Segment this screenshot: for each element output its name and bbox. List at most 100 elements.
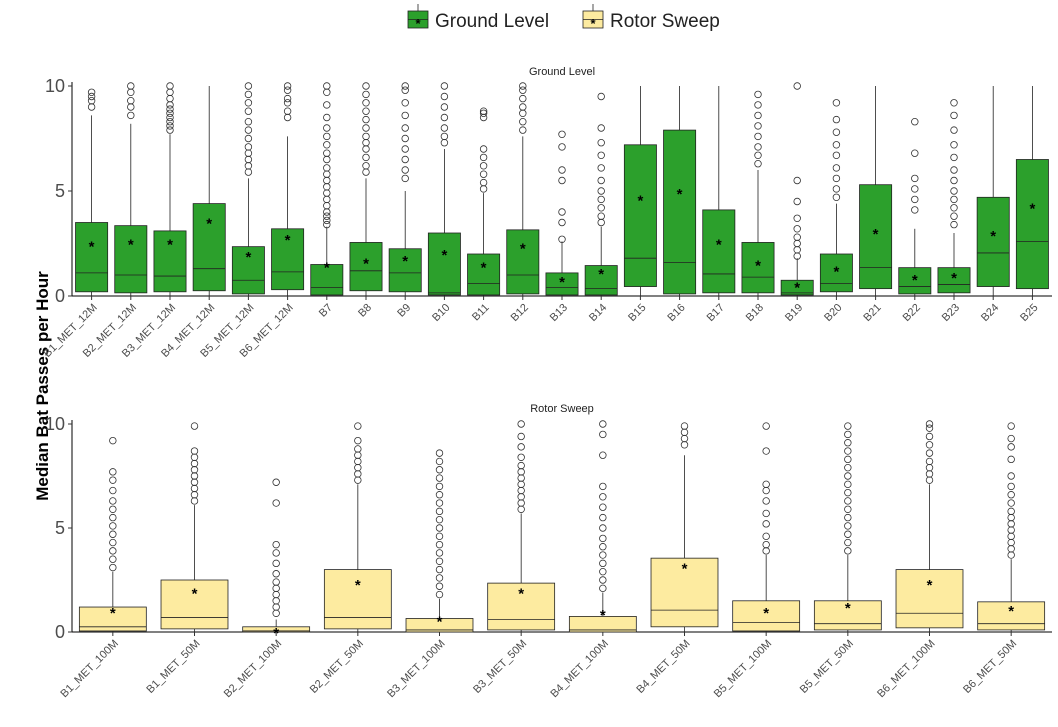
x-tick-label: B10 xyxy=(430,302,452,324)
box-iqr xyxy=(732,600,801,632)
outlier-point xyxy=(244,168,253,176)
outlier-point xyxy=(762,532,770,541)
mean-marker: * xyxy=(833,264,839,281)
outlier-point xyxy=(323,82,331,90)
legend-item-ground-level: * Ground Level xyxy=(407,4,549,32)
outlier-point xyxy=(272,603,280,611)
outlier-point xyxy=(127,111,135,120)
outlier-point xyxy=(109,555,117,563)
box-b2-met-100m: * xyxy=(242,478,311,642)
outlier-point xyxy=(517,499,525,507)
outlier-point xyxy=(479,185,488,193)
outlier-point xyxy=(599,567,607,576)
outlier-point xyxy=(950,212,958,220)
outlier-point xyxy=(911,206,919,214)
outlier-point xyxy=(323,164,331,172)
box-b8: * xyxy=(349,82,383,296)
outlier-point xyxy=(127,103,135,111)
outlier-point xyxy=(190,447,199,455)
outlier-point xyxy=(109,468,117,476)
mean-marker: * xyxy=(192,585,198,602)
outlier-point xyxy=(272,499,280,507)
x-tick-label: B1_MET_100M xyxy=(58,638,121,701)
box-iqr xyxy=(192,203,226,292)
outlier-point xyxy=(597,92,605,101)
box-b5-met-50m: * xyxy=(813,422,882,632)
outlier-point xyxy=(440,138,449,147)
x-tick-label: B24 xyxy=(979,302,1001,324)
box-b17: * xyxy=(702,86,736,296)
outlier-point xyxy=(517,505,525,513)
outlier-point xyxy=(401,145,409,153)
outlier-point xyxy=(166,88,174,96)
outlier-point xyxy=(832,164,841,172)
outlier-point xyxy=(1007,520,1015,528)
y-tick-label: 0 xyxy=(55,286,65,306)
x-tick-label: B25 xyxy=(1018,302,1040,324)
x-tick-label: B21 xyxy=(861,302,883,324)
outlier-point xyxy=(354,445,362,453)
outlier-point xyxy=(844,497,852,505)
outlier-point xyxy=(844,439,852,447)
x-tick-label: B12 xyxy=(509,302,531,324)
box-iqr xyxy=(388,248,422,293)
outlier-point xyxy=(272,540,280,549)
outlier-point xyxy=(1007,482,1015,491)
outlier-point xyxy=(109,505,117,513)
mean-marker: * xyxy=(520,241,526,258)
outlier-point xyxy=(283,107,292,115)
mean-marker: * xyxy=(110,605,116,622)
outlier-point xyxy=(517,493,525,501)
outlier-point xyxy=(597,218,605,227)
outlier-point xyxy=(911,149,919,157)
outlier-point xyxy=(599,576,607,584)
outlier-point xyxy=(401,166,409,174)
box-iqr xyxy=(506,229,540,295)
mean-marker: * xyxy=(637,192,643,209)
outlier-point xyxy=(323,170,331,178)
outlier-point xyxy=(599,493,607,501)
outlier-point xyxy=(517,443,525,451)
outlier-point xyxy=(911,174,919,183)
outlier-point xyxy=(323,212,331,220)
box-b7: * xyxy=(310,82,344,296)
outlier-point xyxy=(558,218,566,227)
outlier-point xyxy=(323,141,331,149)
box-b4-met-100m: * xyxy=(568,420,637,633)
outlier-point xyxy=(109,486,117,495)
box-b9: * xyxy=(388,82,422,296)
outlier-point xyxy=(762,520,770,528)
outlier-point xyxy=(323,189,331,197)
outlier-point xyxy=(362,153,370,162)
outlier-point xyxy=(354,470,362,478)
box-iqr xyxy=(160,579,229,630)
outlier-point xyxy=(599,482,607,491)
outlier-point xyxy=(597,187,605,195)
outlier-point xyxy=(754,132,762,141)
box-b19: * xyxy=(780,82,814,296)
mean-marker: * xyxy=(441,247,447,264)
outlier-point xyxy=(109,538,117,547)
outlier-point xyxy=(519,82,527,90)
outlier-point xyxy=(435,557,444,565)
outlier-point xyxy=(435,532,444,541)
outlier-point xyxy=(950,204,958,212)
outlier-point xyxy=(925,457,934,466)
outlier-point xyxy=(435,574,444,582)
outlier-point xyxy=(435,582,444,590)
outlier-point xyxy=(87,88,96,96)
mean-marker: * xyxy=(355,577,361,594)
outlier-point xyxy=(599,451,607,459)
outlier-point xyxy=(599,513,607,522)
outlier-point xyxy=(166,122,174,130)
outlier-point xyxy=(844,547,852,555)
outlier-point xyxy=(925,432,934,441)
outlier-point xyxy=(558,130,566,138)
box-iqr xyxy=(859,184,893,290)
outlier-point xyxy=(680,441,689,449)
box-b20: * xyxy=(819,99,853,296)
outlier-point xyxy=(435,482,444,491)
mean-marker: * xyxy=(600,607,606,624)
outlier-point xyxy=(844,505,852,513)
box-iqr xyxy=(937,267,971,294)
